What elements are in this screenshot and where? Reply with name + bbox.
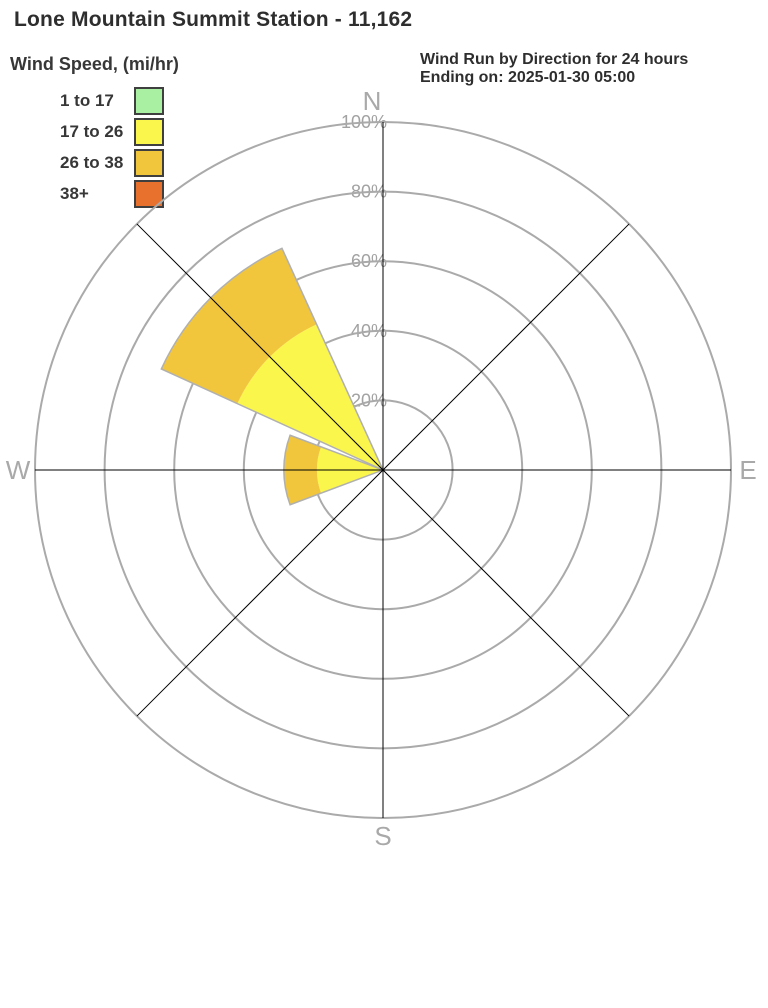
- chart-subtitle-line2: Ending on: 2025-01-30 05:00: [420, 69, 636, 86]
- chart-subtitle-block: Wind Run by Direction for 24 hours Endin…: [420, 51, 688, 87]
- legend-row: 38+: [60, 178, 164, 209]
- legend-color-swatch: [134, 148, 164, 177]
- wind-speed-legend: 1 to 17 17 to 26 26 to 38 38+: [60, 85, 164, 209]
- page-title: Lone Mountain Summit Station - 11,162: [14, 8, 413, 31]
- compass-label-W: W: [6, 455, 31, 485]
- chart-subtitle-line1: Wind Run by Direction for 24 hours: [420, 51, 689, 68]
- legend-label: 26 to 38: [60, 152, 124, 172]
- legend-label: 38+: [60, 183, 89, 203]
- legend-color-swatch: [134, 179, 164, 208]
- legend-color-swatch: [134, 86, 164, 115]
- legend-label: 17 to 26: [60, 121, 124, 141]
- compass-label-E: E: [739, 455, 756, 485]
- ring-label-20: 20%: [351, 390, 387, 410]
- legend-row: 1 to 17: [60, 85, 164, 116]
- compass-label-N: N: [363, 86, 382, 116]
- legend-color-swatch: [134, 117, 164, 146]
- compass-label-S: S: [374, 821, 391, 851]
- legend-label: 1 to 17: [60, 90, 114, 110]
- legend-row: 17 to 26: [60, 116, 164, 147]
- spoke-line-135: [136, 223, 630, 717]
- legend-title: Wind Speed, (mi/hr): [10, 54, 179, 74]
- legend-row: 26 to 38: [60, 147, 164, 178]
